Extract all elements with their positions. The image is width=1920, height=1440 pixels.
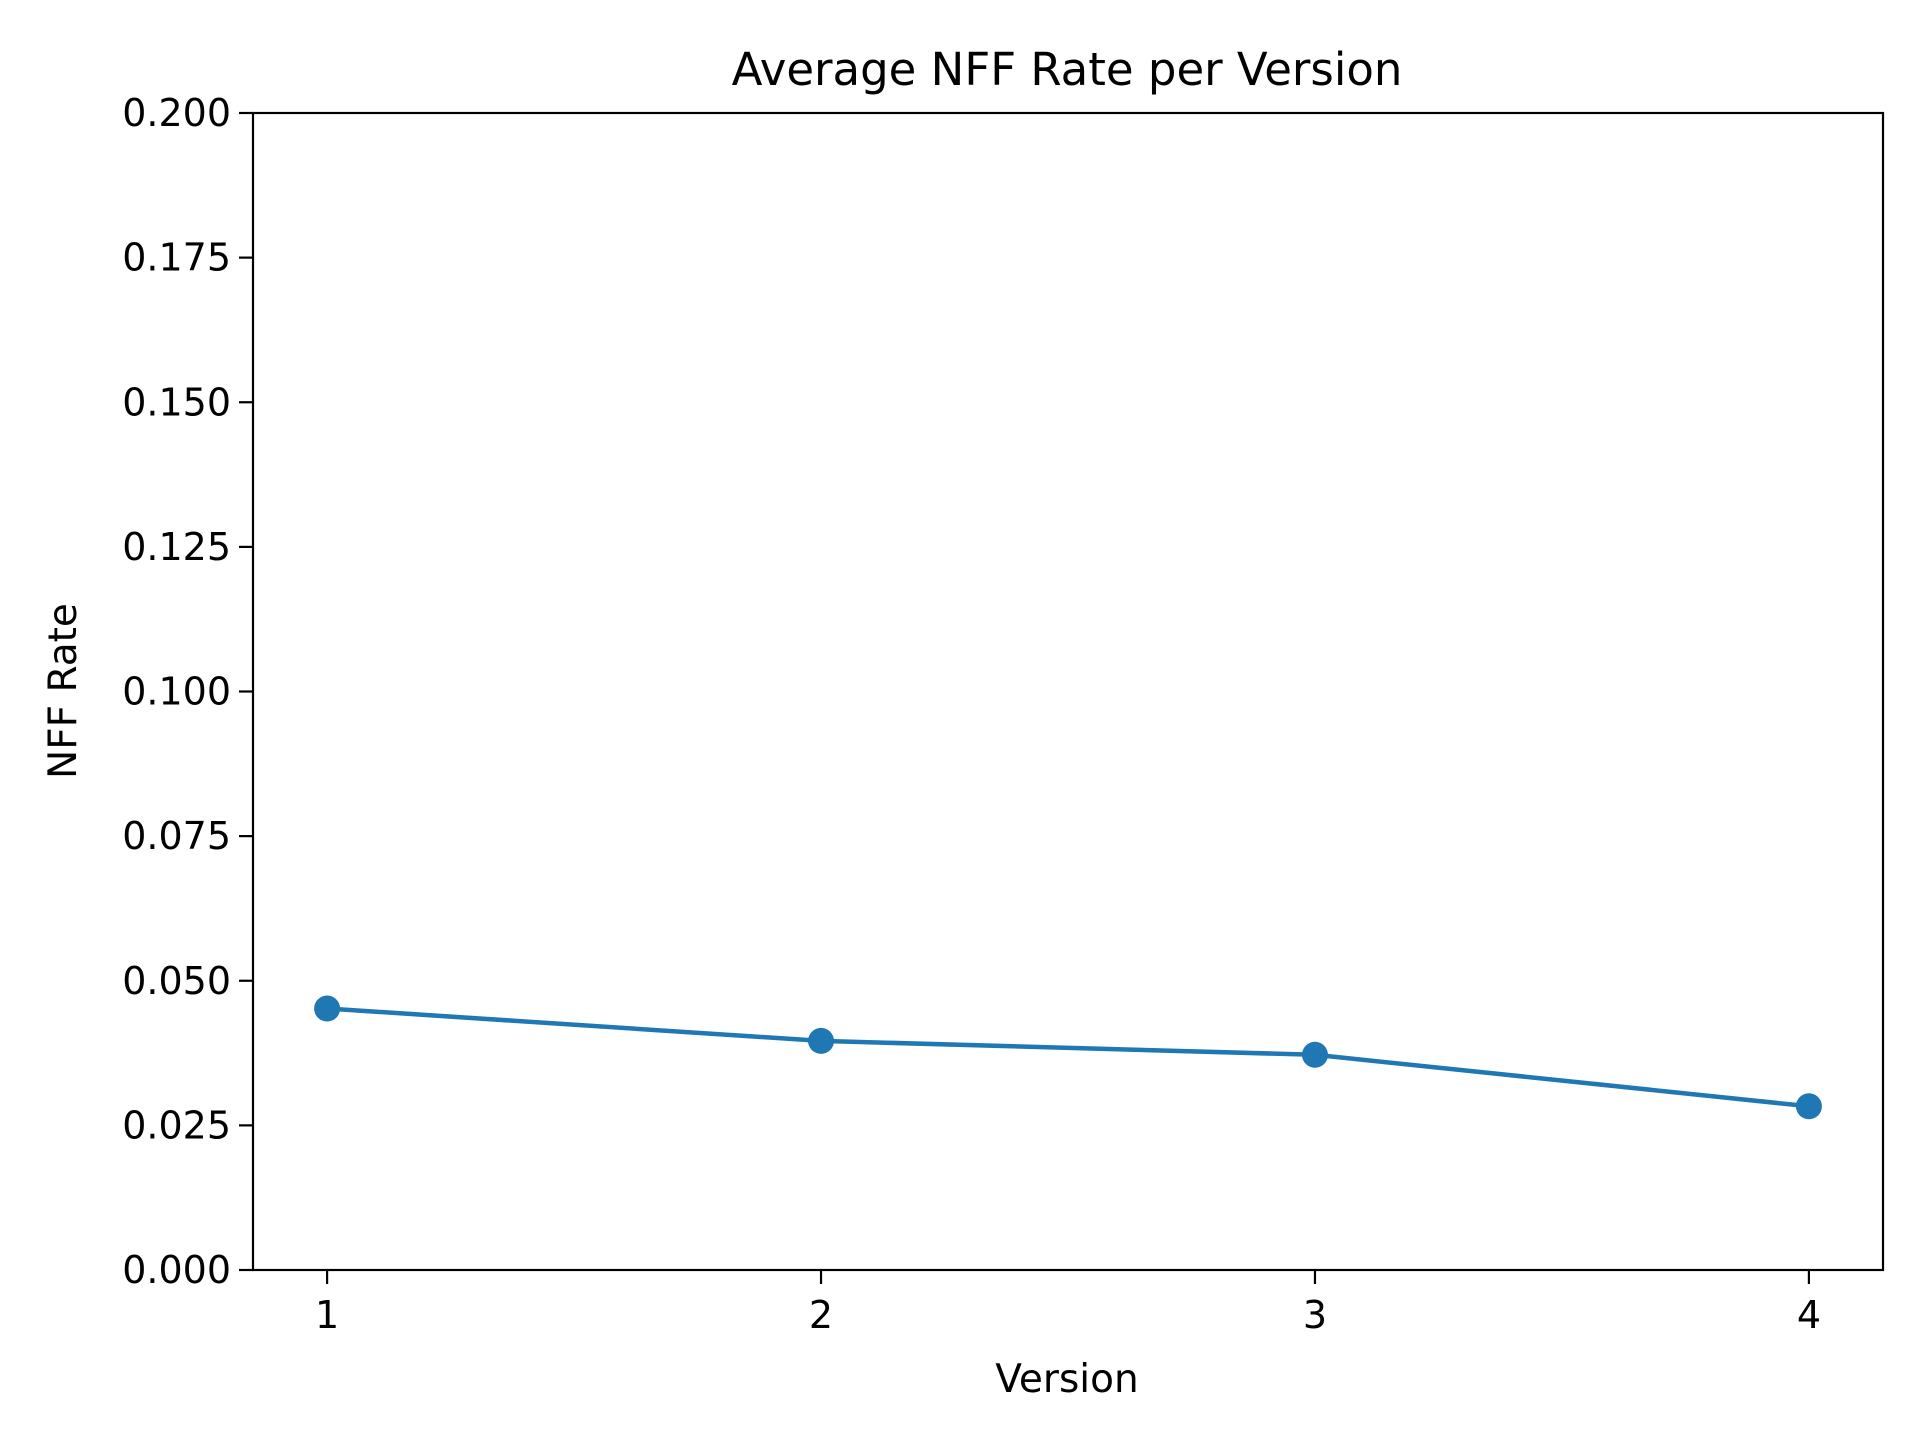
y-tick-label: 0.075	[122, 814, 231, 858]
y-tick-label: 0.175	[122, 236, 231, 280]
x-tick-label: 1	[315, 1293, 339, 1337]
y-tick-label: 0.100	[122, 670, 231, 714]
data-point	[808, 1027, 835, 1054]
series-line	[324, 1006, 1812, 1109]
data-point	[1795, 1093, 1822, 1120]
x-tick-label: 4	[1797, 1293, 1821, 1337]
y-tick-label: 0.025	[122, 1103, 231, 1147]
x-axis-label: Version	[995, 1357, 1138, 1402]
y-axis-ticks: 0.000 0.025 0.050 0.075 0.100 0.125 0.150 0.175…	[122, 91, 253, 1292]
y-tick-label: 0.050	[122, 959, 231, 1003]
chart-title: Average NFF Rate per Version	[732, 43, 1403, 96]
plot-area-frame	[251, 111, 1885, 1272]
series-layer	[314, 995, 1822, 1120]
data-point	[1301, 1041, 1328, 1068]
x-tick-label: 2	[809, 1293, 833, 1337]
x-axis-ticks: 1 2 3 4	[315, 1270, 1821, 1337]
y-tick-label: 0.000	[122, 1248, 231, 1292]
y-tick-label: 0.150	[122, 380, 231, 424]
y-axis-label: NFF Rate	[41, 603, 86, 779]
x-tick-label: 3	[1303, 1293, 1327, 1337]
y-tick-label: 0.200	[122, 91, 231, 135]
data-point	[314, 995, 341, 1022]
y-tick-label: 0.125	[122, 525, 231, 569]
